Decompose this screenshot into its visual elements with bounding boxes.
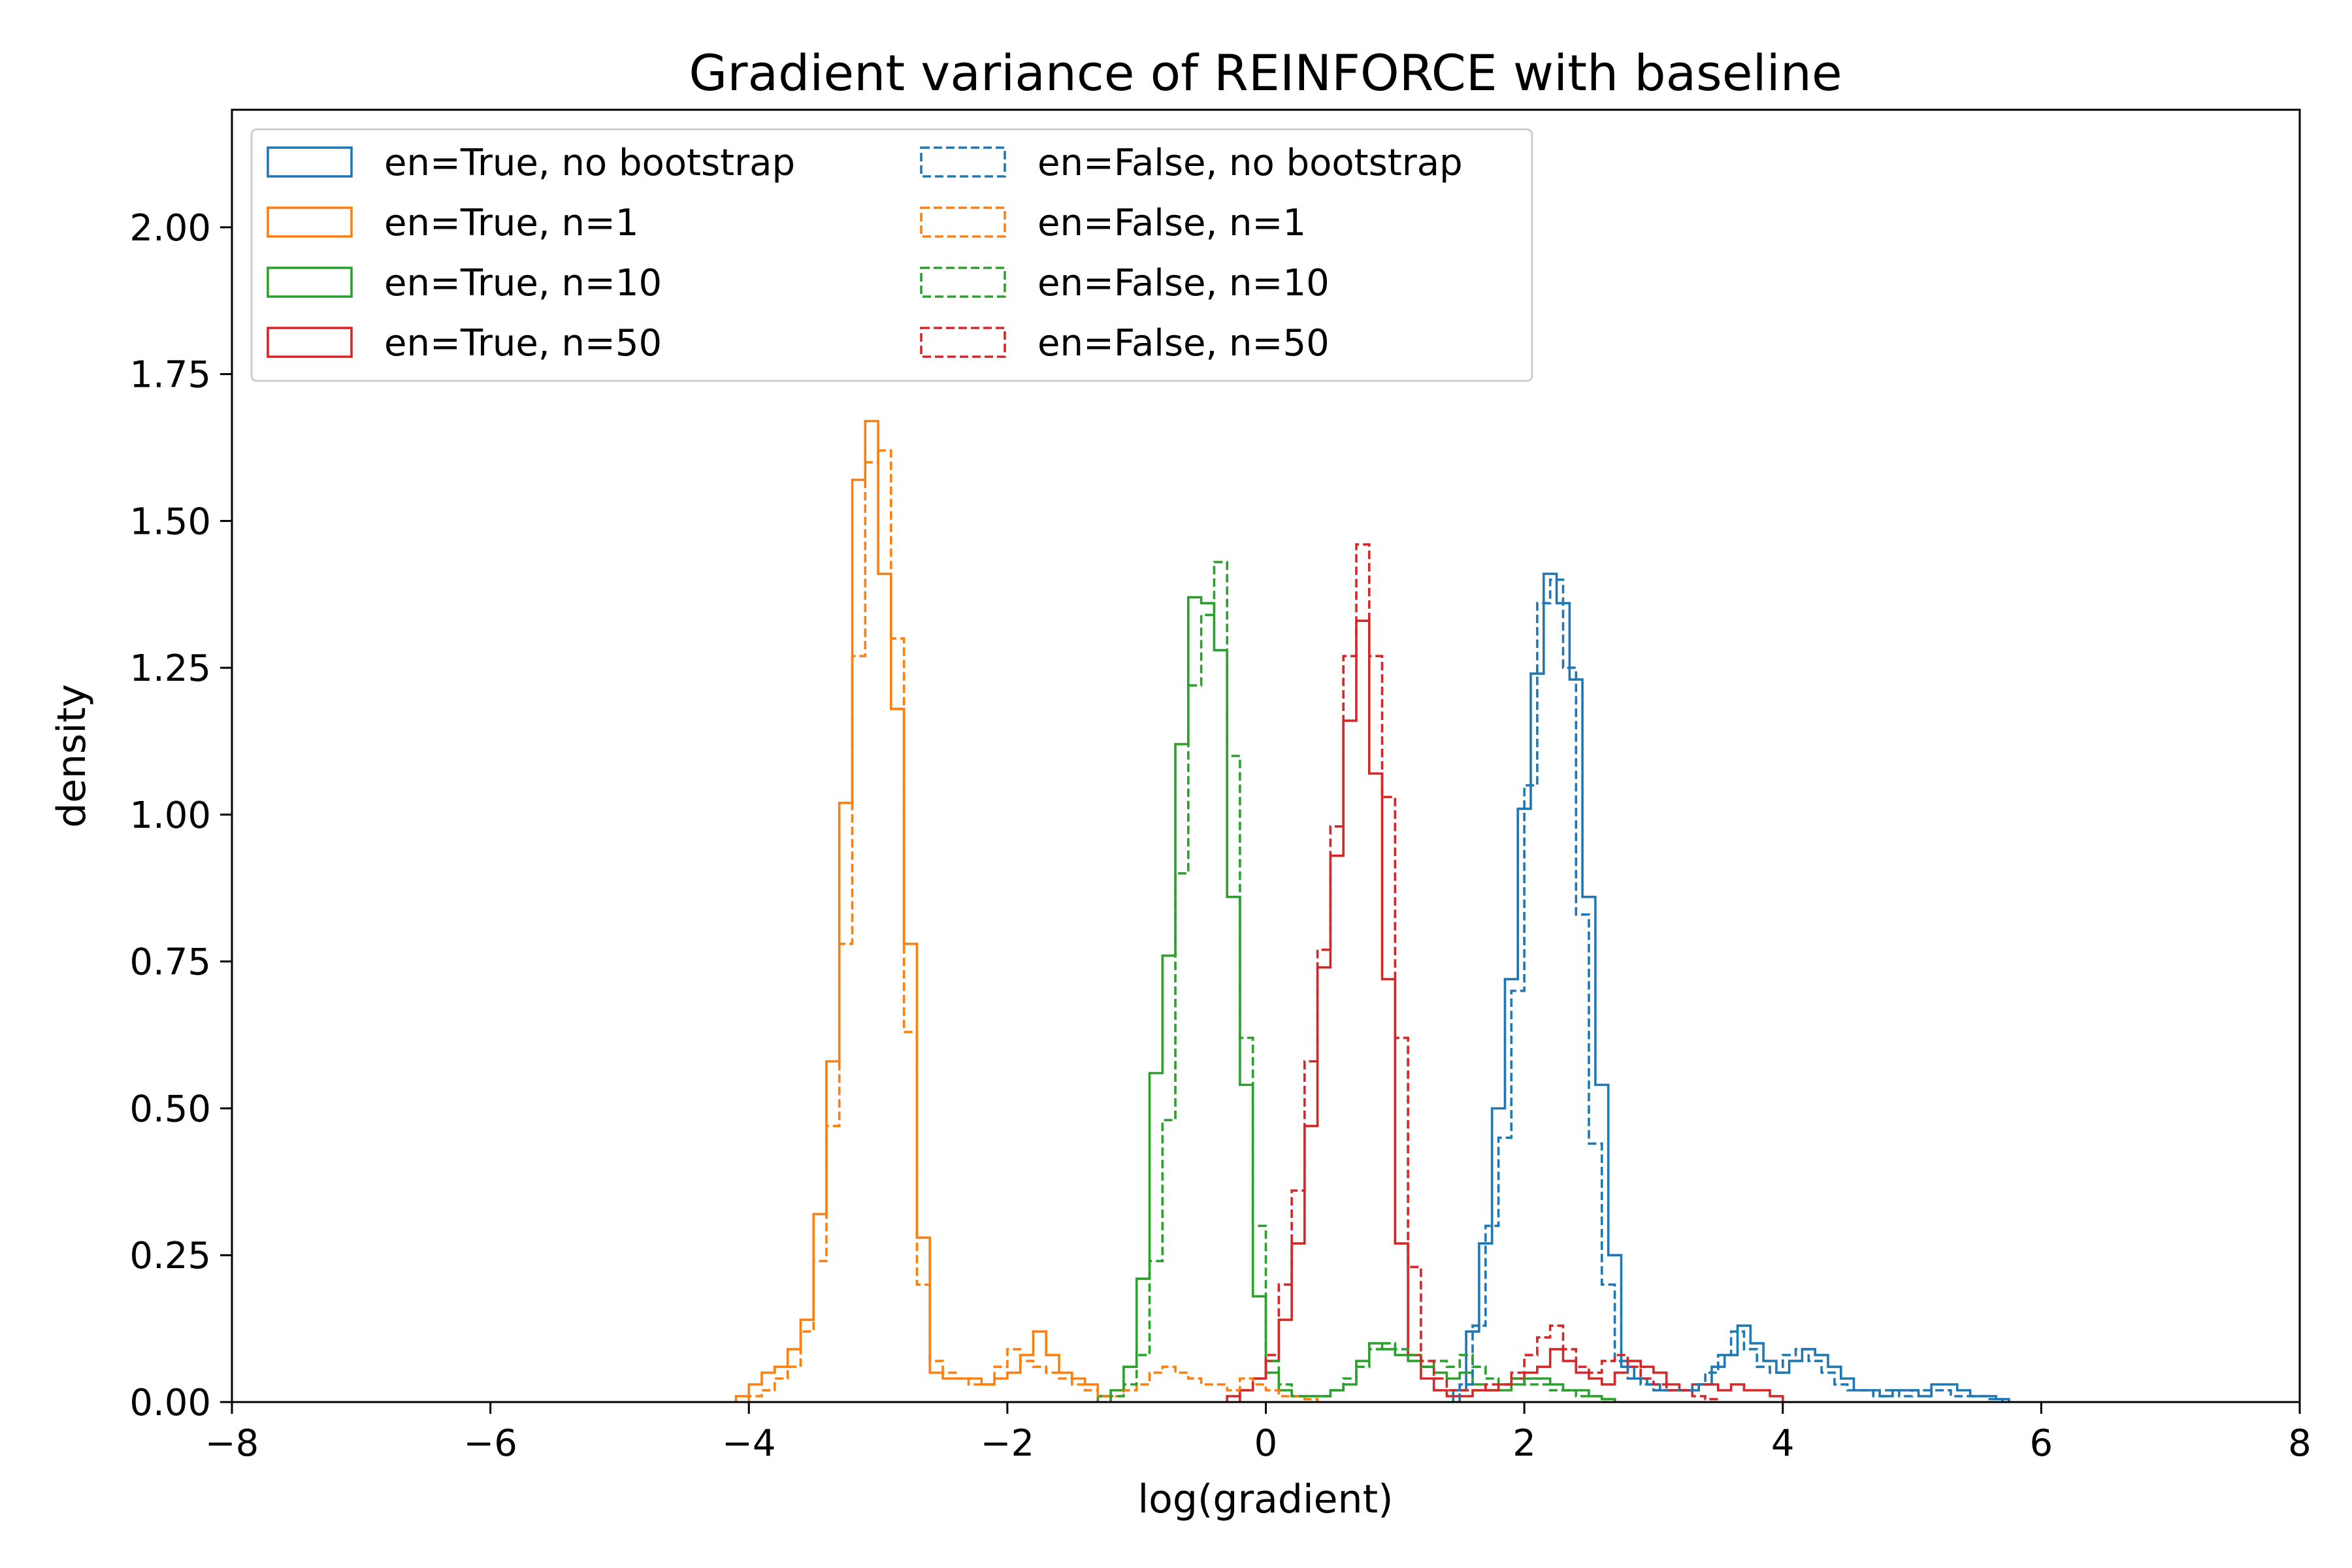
legend-frame — [250, 128, 1533, 382]
series-2-outline — [734, 419, 1112, 1402]
legend-label-4: en=True, n=50 — [384, 322, 662, 365]
y-tick-label: 0.75 — [129, 941, 211, 984]
x-tick-label: −6 — [463, 1422, 517, 1465]
y-tick-label: 1.25 — [129, 647, 211, 690]
x-axis: −8 −6 −4 −2 0 2 4 6 8 — [205, 1402, 2311, 1465]
legend-swatch-2 — [267, 206, 353, 238]
y-axis-label: density — [49, 684, 95, 828]
x-tick-label: −2 — [981, 1422, 1035, 1465]
y-tick-label: 0.25 — [129, 1235, 211, 1277]
legend-label-6: en=False, n=1 — [1037, 202, 1306, 244]
x-tick-label: 4 — [1771, 1422, 1795, 1465]
series-layer — [734, 419, 2010, 1402]
series-5-outline — [1458, 578, 2004, 1402]
y-tick-label: 0.50 — [129, 1088, 211, 1130]
legend-swatch-1 — [267, 146, 353, 178]
legend-swatch-6 — [920, 206, 1006, 238]
x-tick-label: 8 — [2288, 1422, 2311, 1465]
legend-label-8: en=False, n=50 — [1037, 322, 1330, 365]
legend-swatch-3 — [267, 267, 353, 298]
legend-label-3: en=True, n=10 — [384, 262, 662, 304]
legend-label-7: en=False, n=10 — [1037, 262, 1330, 304]
y-tick-label: 1.50 — [129, 500, 211, 543]
legend-label-2: en=True, n=1 — [384, 202, 638, 244]
y-axis: 0.00 0.25 0.50 0.75 1.00 1.25 1.50 1.75 2.00 — [129, 207, 232, 1424]
legend-swatch-4 — [267, 327, 353, 358]
y-tick-label: 1.75 — [129, 354, 211, 397]
legend: en=True, no bootstrap en=True, n=1 en=True… — [250, 128, 1533, 382]
legend-label-5: en=False, no bootstrap — [1037, 142, 1463, 184]
x-tick-label: −8 — [205, 1422, 259, 1465]
legend-swatch-5 — [920, 146, 1006, 178]
legend-swatch-8 — [920, 327, 1006, 358]
chart-title: Gradient variance of REINFORCE with base… — [689, 44, 1842, 102]
y-tick-label: 2.00 — [129, 207, 211, 250]
x-tick-label: 2 — [1512, 1422, 1536, 1465]
y-tick-label: 1.00 — [129, 794, 211, 837]
series-8-outline — [1239, 543, 1720, 1402]
legend-label-1: en=True, no bootstrap — [384, 142, 795, 184]
series-6-outline — [747, 449, 1319, 1402]
x-tick-label: −4 — [722, 1422, 776, 1465]
series-7-outline — [1109, 561, 1616, 1402]
x-tick-label: 6 — [2030, 1422, 2053, 1465]
y-tick-label: 0.00 — [129, 1382, 211, 1424]
x-tick-label: 0 — [1254, 1422, 1278, 1465]
x-axis-label: log(gradient) — [1137, 1477, 1393, 1522]
legend-swatch-7 — [920, 267, 1006, 298]
